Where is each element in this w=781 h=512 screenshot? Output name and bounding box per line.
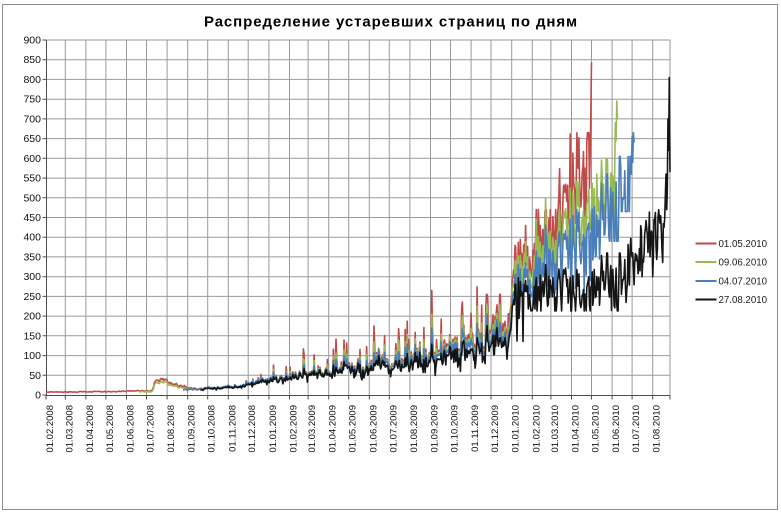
svg-text:09.06.2010: 09.06.2010 — [719, 258, 768, 269]
svg-text:01.07.2009: 01.07.2009 — [388, 405, 399, 453]
svg-text:450: 450 — [23, 212, 41, 224]
svg-text:250: 250 — [23, 291, 41, 303]
svg-text:700: 700 — [23, 113, 41, 125]
svg-text:01.12.2009: 01.12.2009 — [490, 405, 501, 453]
svg-text:01.10.2008: 01.10.2008 — [207, 405, 218, 453]
svg-text:400: 400 — [23, 232, 41, 244]
svg-text:01.11.2009: 01.11.2009 — [470, 405, 481, 452]
svg-text:50: 50 — [29, 370, 41, 382]
svg-text:27.08.2010: 27.08.2010 — [719, 295, 768, 306]
svg-text:04.07.2010: 04.07.2010 — [719, 277, 768, 288]
svg-text:01.08.2009: 01.08.2009 — [409, 405, 420, 453]
svg-text:01.06.2008: 01.06.2008 — [126, 405, 137, 453]
svg-text:01.07.2010: 01.07.2010 — [631, 405, 642, 453]
svg-text:01.09.2009: 01.09.2009 — [430, 405, 441, 453]
svg-text:01.02.2008: 01.02.2008 — [45, 405, 56, 453]
svg-text:01.07.2008: 01.07.2008 — [146, 405, 157, 453]
svg-text:01.08.2008: 01.08.2008 — [166, 405, 177, 453]
svg-text:Распределение устаревших стран: Распределение устаревших страниц по дням — [204, 14, 578, 31]
svg-text:01.03.2009: 01.03.2009 — [307, 405, 318, 453]
svg-text:0: 0 — [35, 390, 41, 402]
svg-text:01.03.2008: 01.03.2008 — [64, 405, 75, 453]
svg-text:01.11.2008: 01.11.2008 — [227, 405, 238, 452]
svg-text:01.06.2010: 01.06.2010 — [611, 405, 622, 453]
svg-text:800: 800 — [23, 74, 41, 86]
svg-text:01.06.2009: 01.06.2009 — [368, 405, 379, 453]
svg-text:100: 100 — [23, 350, 41, 362]
svg-text:01.04.2009: 01.04.2009 — [328, 405, 339, 453]
svg-text:01.05.2010: 01.05.2010 — [719, 239, 768, 250]
svg-text:850: 850 — [23, 54, 41, 66]
svg-text:01.05.2008: 01.05.2008 — [105, 405, 116, 453]
svg-text:01.03.2010: 01.03.2010 — [550, 405, 561, 453]
svg-text:01.02.2010: 01.02.2010 — [531, 405, 542, 453]
svg-text:150: 150 — [23, 330, 41, 342]
svg-text:01.04.2010: 01.04.2010 — [571, 405, 582, 453]
svg-text:01.08.2010: 01.08.2010 — [652, 405, 663, 453]
svg-text:900: 900 — [23, 35, 41, 47]
svg-text:01.05.2010: 01.05.2010 — [591, 405, 602, 453]
svg-text:750: 750 — [23, 94, 41, 106]
svg-text:650: 650 — [23, 133, 41, 145]
svg-text:300: 300 — [23, 271, 41, 283]
svg-text:01.01.2010: 01.01.2010 — [511, 405, 522, 453]
svg-text:350: 350 — [23, 251, 41, 263]
svg-text:600: 600 — [23, 153, 41, 165]
svg-text:550: 550 — [23, 173, 41, 185]
svg-text:01.04.2008: 01.04.2008 — [85, 405, 96, 453]
svg-text:01.12.2008: 01.12.2008 — [247, 405, 258, 453]
svg-text:01.01.2009: 01.01.2009 — [268, 405, 279, 453]
svg-text:01.05.2009: 01.05.2009 — [348, 405, 359, 453]
svg-text:01.09.2008: 01.09.2008 — [187, 405, 198, 453]
svg-text:500: 500 — [23, 192, 41, 204]
svg-text:01.10.2009: 01.10.2009 — [450, 405, 461, 453]
svg-text:01.02.2009: 01.02.2009 — [289, 405, 300, 453]
svg-text:200: 200 — [23, 311, 41, 323]
